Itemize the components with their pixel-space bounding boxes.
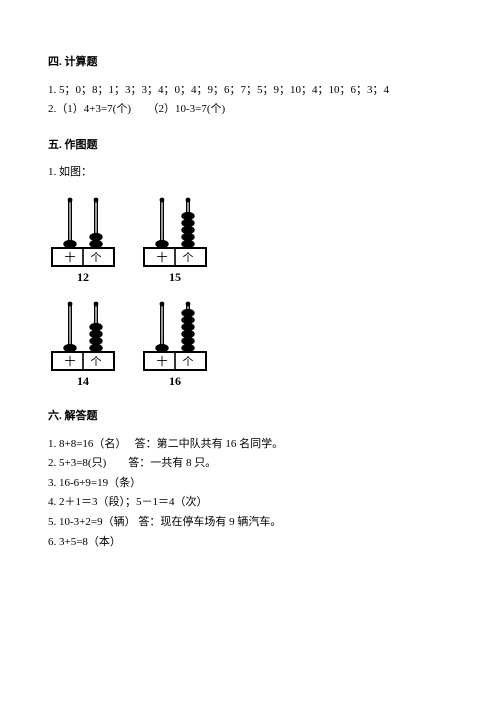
section4-line1: 1. 5；0；8；1；3；3；4；0；4；9；6；7；5；9；10；4；10；6… <box>48 82 452 100</box>
svg-text:16: 16 <box>169 374 181 388</box>
svg-text:十: 十 <box>65 250 76 264</box>
svg-text:个: 个 <box>91 355 102 368</box>
section4-line2: 2.（1）4+3=7(个) （2）10-3=7(个) <box>48 101 452 119</box>
svg-text:个: 个 <box>183 355 194 368</box>
svg-text:十: 十 <box>65 354 76 368</box>
section6-line-5: 5. 10-3+2=9（辆） 答：现在停车场有 9 辆汽车。 <box>48 514 452 532</box>
section6-line-3: 3. 16-6+9=19（条） <box>48 475 452 493</box>
svg-text:十: 十 <box>157 354 168 368</box>
abacus-15: 十 个15 <box>140 196 210 286</box>
page: 四. 计算题 1. 5；0；8；1；3；3；4；0；4；9；6；7；5；9；10… <box>0 0 500 551</box>
section5-title: 五. 作图题 <box>48 137 452 155</box>
section6-line-1: 1. 8+8=16（名） 答：第二中队共有 16 名同学。 <box>48 436 452 454</box>
svg-text:个: 个 <box>91 251 102 264</box>
section6-title: 六. 解答题 <box>48 408 452 426</box>
section6-line-4: 4. 2＋1＝3（段）；5－1＝4（次） <box>48 494 452 512</box>
svg-text:十: 十 <box>157 250 168 264</box>
abacus-16: 十 个16 <box>140 300 210 390</box>
section6-line-2: 2. 5+3=8(只) 答：一共有 8 只。 <box>48 455 452 473</box>
svg-text:15: 15 <box>169 270 181 284</box>
abacus-row-1: 十个12 十个15 <box>48 196 452 286</box>
section6-line-6: 6. 3+5=8（本） <box>48 534 452 552</box>
svg-text:12: 12 <box>77 270 89 284</box>
abacus-14: 十 个14 <box>48 300 118 390</box>
svg-text:14: 14 <box>77 374 89 388</box>
abacus-row-2: 十个14 十个16 <box>48 300 452 390</box>
section6-lines: 1. 8+8=16（名） 答：第二中队共有 16 名同学。2. 5+3=8(只)… <box>48 436 452 552</box>
svg-text:个: 个 <box>183 251 194 264</box>
abacus-grid: 十个12 十个15 十个14 十个16 <box>48 196 452 390</box>
section4-title: 四. 计算题 <box>48 54 452 72</box>
section5-line1: 1. 如图： <box>48 164 452 182</box>
abacus-12: 十 个12 <box>48 196 118 286</box>
